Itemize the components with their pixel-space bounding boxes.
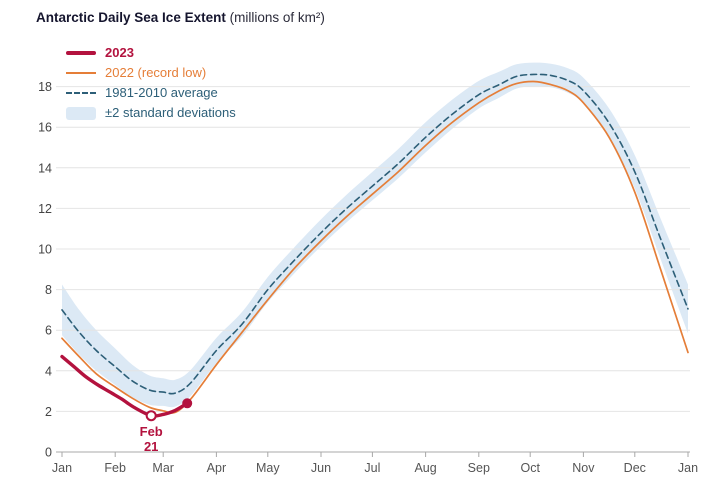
x-tick-label-5: Jun (311, 461, 331, 475)
chart-title: Antarctic Daily Sea Ice Extent (millions… (36, 10, 325, 25)
y-tick-label-2: 2 (45, 405, 52, 419)
minimum-marker (145, 410, 157, 422)
latest-value-marker (182, 398, 193, 409)
y-tick-label-0: 0 (45, 446, 52, 460)
x-tick-label-3: Apr (207, 461, 226, 475)
chart-title-main: Antarctic Daily Sea Ice Extent (36, 10, 226, 25)
x-tick-label-4: May (256, 461, 280, 475)
chart-title-unit: (millions of km²) (225, 10, 325, 25)
y-tick-label-12: 12 (38, 202, 52, 216)
x-tick-label-1: Feb (104, 461, 126, 475)
y-tick-label-14: 14 (38, 161, 52, 175)
legend-label-2023: 2023 (105, 45, 134, 60)
legend-item-average: 1981-2010 average (66, 86, 236, 100)
x-tick-label-8: Sep (468, 461, 490, 475)
annotation-feb-21-line-2: 21 (144, 439, 158, 454)
y-tick-label-10: 10 (38, 243, 52, 257)
legend-swatch-band (66, 106, 96, 120)
y-tick-label-18: 18 (38, 80, 52, 94)
x-tick-label-2: Mar (152, 461, 174, 475)
x-tick-label-9: Oct (520, 461, 540, 475)
series-y2022-line (61, 80, 689, 414)
x-tick-label-11: Dec (624, 461, 646, 475)
x-tick-label-10: Nov (572, 461, 595, 475)
y-tick-label-16: 16 (38, 121, 52, 135)
legend: 2023 2022 (record low) 1981-2010 average ±2… (66, 46, 236, 120)
y-tick-label-8: 8 (45, 283, 52, 297)
annotation-feb-21-line-1: Feb (140, 424, 163, 439)
y-tick-label-4: 4 (45, 364, 52, 378)
legend-swatch-2023-line (66, 51, 96, 55)
x-tick-label-6: Jul (364, 461, 380, 475)
x-tick-label-0: Jan (52, 461, 72, 475)
legend-swatch-average-line (66, 92, 96, 94)
legend-label-band: ±2 standard deviations (105, 105, 236, 120)
legend-swatch-2022-line (66, 72, 96, 74)
std-dev-band (62, 62, 688, 408)
series-average-line (61, 73, 689, 395)
legend-item-2023: 2023 (66, 46, 236, 60)
x-tick-label-12: Jan (678, 461, 698, 475)
legend-item-band: ±2 standard deviations (66, 106, 236, 120)
x-tick-label-7: Aug (414, 461, 436, 475)
legend-label-average: 1981-2010 average (105, 85, 218, 100)
y-tick-label-6: 6 (45, 324, 52, 338)
series-y2023-line (60, 354, 189, 418)
legend-label-2022: 2022 (record low) (105, 65, 207, 80)
legend-item-2022: 2022 (record low) (66, 66, 236, 80)
